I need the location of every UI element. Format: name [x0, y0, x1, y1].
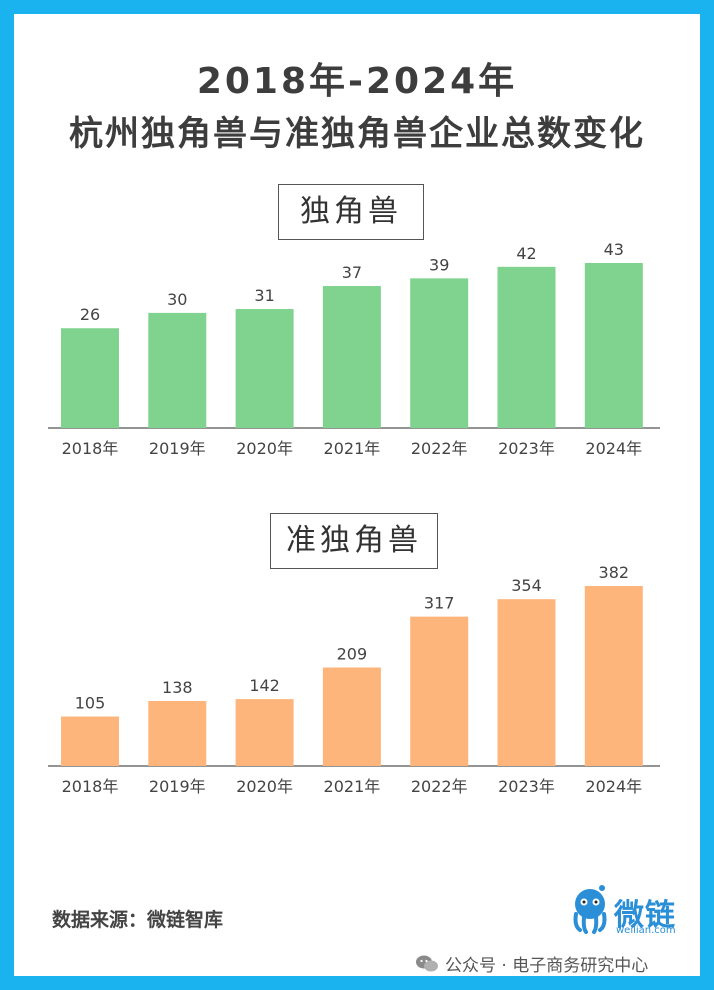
quasi-unicorn-tick-label: 2023年: [498, 777, 555, 796]
quasi-unicorn-value-label: 317: [424, 594, 455, 613]
unicorn-value-label: 26: [80, 305, 100, 324]
quasi-unicorn-value-label: 382: [599, 563, 630, 582]
quasi-unicorn-value-label: 354: [511, 576, 542, 595]
unicorn-bar-2020年: [235, 309, 294, 428]
page-title-line2: 杭州独角兽与准独角兽企业总数变化: [69, 114, 645, 154]
quasi-unicorn-value-label: 142: [249, 676, 280, 695]
unicorn-tick-label: 2024年: [585, 439, 642, 458]
unicorn-value-label: 43: [604, 240, 624, 259]
brand-name: 微链: [614, 898, 676, 933]
unicorn-value-label: 30: [167, 290, 187, 309]
wechat-account-label: 公众号 · 电子商务研究中心: [445, 956, 649, 976]
quasi-unicorn-tick-label: 2018年: [62, 777, 119, 796]
quasi-unicorn-bar-2022年: [410, 616, 469, 766]
unicorn-value-label: 37: [342, 263, 362, 282]
unicorn-chart-title: 独角兽: [278, 184, 424, 240]
data-source: 数据来源：微链智库: [52, 909, 224, 931]
unicorn-tick-label: 2023年: [498, 439, 555, 458]
unicorn-value-label: 39: [429, 255, 449, 274]
content-panel: [14, 14, 700, 976]
quasi-unicorn-tick-label: 2021年: [324, 777, 381, 796]
wechat-account: 公众号 · 电子商务研究中心: [415, 951, 648, 976]
quasi-unicorn-bar-2018年: [61, 716, 119, 766]
unicorn-tick-label: 2022年: [411, 439, 468, 458]
unicorn-bar-2021年: [322, 286, 381, 428]
unicorn-bar-2018年: [61, 328, 119, 428]
quasi-unicorn-tick-label: 2022年: [411, 777, 468, 796]
quasi-unicorn-value-label: 209: [337, 645, 368, 664]
unicorn-bar-2019年: [148, 312, 207, 428]
unicorn-bar-2022年: [410, 278, 469, 428]
quasi-unicorn-value-label: 138: [162, 678, 193, 697]
quasi-unicorn-tick-label: 2020年: [236, 777, 293, 796]
page-title-line1: 2018年-2024年: [196, 61, 518, 102]
quasi-unicorn-bar-2019年: [148, 700, 207, 766]
unicorn-bar-2024年: [584, 263, 643, 428]
quasi-unicorn-bar-2021年: [322, 667, 381, 766]
quasi-unicorn-tick-label: 2019年: [149, 777, 206, 796]
wechat-icon: [416, 955, 438, 971]
brand-domain: weilian.com: [616, 925, 676, 936]
unicorn-tick-label: 2020年: [236, 439, 293, 458]
quasi-unicorn-chart-title: 准独角兽: [270, 513, 438, 569]
quasi-unicorn-bar-2023年: [497, 599, 556, 766]
quasi-unicorn-bar-2020年: [235, 699, 294, 766]
unicorn-bar-2023年: [497, 266, 556, 428]
octopus-mascot-icon: [573, 885, 607, 934]
unicorn-tick-label: 2018年: [62, 439, 119, 458]
quasi-unicorn-tick-label: 2024年: [585, 777, 642, 796]
unicorn-tick-label: 2021年: [324, 439, 381, 458]
quasi-unicorn-bar-2024年: [584, 586, 643, 766]
unicorn-value-label: 31: [254, 286, 274, 305]
quasi-unicorn-value-label: 105: [75, 694, 106, 713]
unicorn-tick-label: 2019年: [149, 439, 206, 458]
unicorn-value-label: 42: [516, 244, 536, 263]
